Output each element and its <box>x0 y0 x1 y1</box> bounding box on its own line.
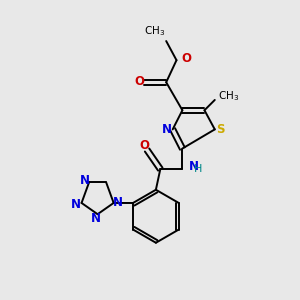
Text: O: O <box>139 140 149 152</box>
Text: N: N <box>162 123 172 136</box>
Text: CH$_3$: CH$_3$ <box>218 89 239 103</box>
Text: N: N <box>80 174 90 187</box>
Text: S: S <box>216 123 224 136</box>
Text: N: N <box>91 212 101 225</box>
Text: O: O <box>181 52 191 65</box>
Text: CH$_3$: CH$_3$ <box>143 24 165 38</box>
Text: N: N <box>71 198 81 211</box>
Text: H: H <box>194 164 202 173</box>
Text: O: O <box>134 75 144 88</box>
Text: N: N <box>189 160 199 173</box>
Text: N: N <box>113 196 123 209</box>
